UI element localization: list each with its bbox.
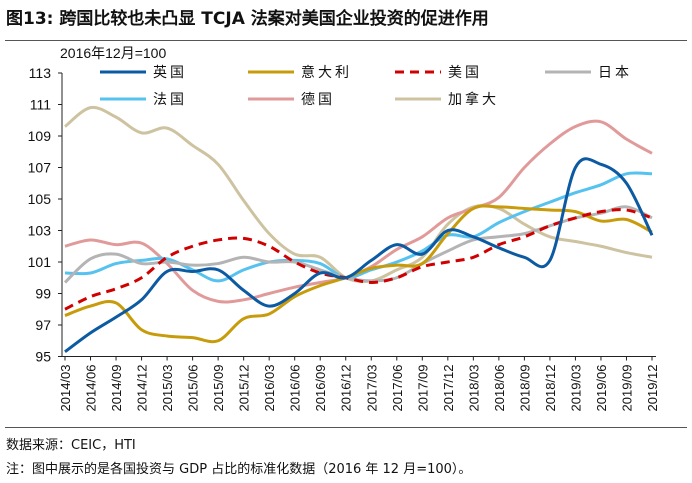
footer-divider (5, 427, 687, 428)
x-tick-label: 2017/12 (441, 365, 456, 412)
y-tick-label: 111 (30, 97, 51, 113)
line-chart: 2016年12月=100 95 97 99 101 103 105 107 109 111 113… (28, 45, 660, 412)
x-tick-label: 2019/06 (594, 365, 609, 412)
title-divider (5, 40, 687, 41)
legend-label: 法国 (153, 91, 187, 107)
note-text: 注：图中展示的是各国投资与 GDP 占比的标准化数据（2016 年 12 月=1… (6, 462, 472, 477)
series-line-1 (64, 204, 653, 344)
figure-title: 图13: 跨国比较也未凸显 TCJA 法案对美国企业投资的促进作用 (6, 9, 489, 29)
legend-label: 德国 (301, 91, 335, 107)
x-tick-label: 2018/12 (543, 365, 558, 412)
source-text: 数据来源：CEIC，HTI (6, 438, 136, 453)
x-tick-label: 2016/12 (339, 365, 354, 412)
x-tick-label: 2018/09 (517, 365, 532, 412)
series-line-0 (64, 157, 654, 353)
y-tick-label: 97 (35, 317, 51, 333)
y-tick-label: 99 (35, 286, 51, 302)
x-tick-label: 2019/03 (568, 365, 583, 412)
x-tick-label: 2018/03 (466, 365, 481, 412)
legend-label: 日本 (598, 64, 632, 80)
y-tick-label: 103 (28, 223, 52, 239)
x-tick-label: 2018/06 (492, 365, 507, 412)
y-tick-label: 101 (28, 254, 52, 270)
x-tick-label: 2016/09 (313, 365, 328, 412)
x-tick-label: 2015/06 (186, 365, 201, 412)
x-tick-label: 2015/03 (160, 365, 175, 412)
unit-label: 2016年12月=100 (60, 45, 166, 61)
x-tick-label: 2016/06 (288, 365, 303, 412)
x-tick-label: 2019/09 (619, 365, 634, 412)
x-tick-label: 2017/03 (364, 365, 379, 412)
legend-label: 英国 (153, 64, 187, 80)
x-tick-label: 2016/03 (262, 365, 277, 412)
y-tick-label: 107 (28, 160, 52, 176)
x-tick-label: 2015/12 (237, 365, 252, 412)
series-line-2 (64, 208, 653, 311)
x-tick-label: 2014/09 (109, 365, 124, 412)
x-tick-label: 2017/06 (390, 365, 405, 412)
x-tick-label: 2019/12 (645, 365, 660, 412)
y-tick-label: 105 (28, 191, 52, 207)
legend-label: 意大利 (301, 64, 352, 80)
x-tick-label: 2014/06 (84, 365, 99, 412)
y-tick-label: 95 (35, 349, 51, 365)
legend-label: 加拿大 (448, 91, 499, 107)
x-tick-label: 2017/09 (415, 365, 430, 412)
legend-label: 美国 (448, 64, 482, 80)
y-tick-label: 109 (28, 128, 52, 144)
y-tick-label: 113 (29, 65, 52, 81)
x-tick-label: 2014/03 (58, 365, 73, 412)
x-tick-label: 2015/09 (211, 365, 226, 412)
x-tick-label: 2014/12 (135, 365, 150, 412)
